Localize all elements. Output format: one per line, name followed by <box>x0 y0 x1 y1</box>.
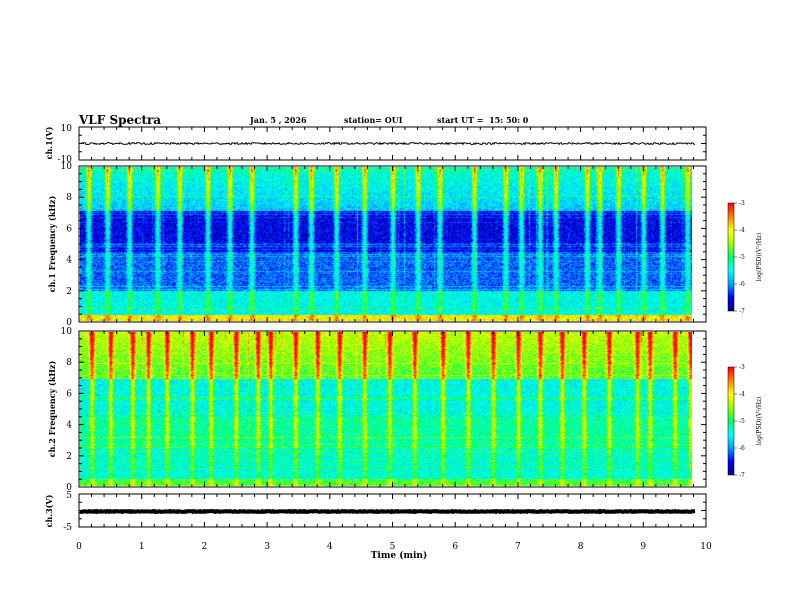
ch1-spectrogram <box>80 167 692 321</box>
colorbar-tick-label: -6 <box>739 281 745 288</box>
ch1-waveform-trace <box>79 141 696 146</box>
colorbar-tick-label: -5 <box>739 254 745 261</box>
colorbar-tick-label: -4 <box>739 227 745 234</box>
freq-tick-label: 6 <box>66 224 72 234</box>
freq-tick-label: 0 <box>66 318 72 328</box>
ch1-ytick-top: 10 <box>61 124 73 134</box>
time-tick-label: 8 <box>578 542 584 552</box>
start-ut: start UT = 15: 50: 0 <box>437 115 529 125</box>
observation-date: Jan. 5 , 2026 <box>250 115 307 125</box>
time-tick-label: 7 <box>515 542 521 552</box>
ch3-ytick-bottom: -5 <box>63 523 72 533</box>
ch3-waveform-trace <box>79 508 696 515</box>
ch3-waveform-ylabel: ch.3(V) <box>44 494 54 527</box>
time-tick-labels: 0 1 2 3 4 5 6 7 8 9 10 <box>76 542 712 552</box>
ch1-freq-ylabel: ch.1 Frequency (kHz) <box>47 196 57 293</box>
colorbar-tick-label: -3 <box>739 364 745 371</box>
colorbar-tick-label: -7 <box>739 472 745 479</box>
freq-tick-label: 2 <box>66 287 72 297</box>
freq-tick-label: 2 <box>66 452 72 462</box>
figure-title: VLF Spectra <box>79 113 162 127</box>
ch1-freq-tick-labels: 0 2 4 6 8 10 <box>61 162 73 328</box>
station-name: station= OUI <box>344 115 403 125</box>
time-tick-label: 5 <box>390 542 396 552</box>
axis-ticks <box>78 126 707 528</box>
time-tick-label: 6 <box>452 542 458 552</box>
freq-tick-label: 0 <box>66 483 72 493</box>
ch1-colorbar: -3 -4 -5 -6 -7 log(PSD)(V²/Hz) <box>727 200 763 315</box>
time-tick-label: 2 <box>202 542 208 552</box>
ch1-colorbar-label: log(PSD)(V²/Hz) <box>756 233 763 282</box>
ch2-colorbar-label: log(PSD)(V²/Hz) <box>756 397 763 446</box>
ch2-colorbar: -3 -4 -5 -6 -7 log(PSD)(V²/Hz) <box>727 364 763 479</box>
freq-tick-label: 8 <box>66 193 72 203</box>
colorbar-tick-label: -5 <box>739 418 745 425</box>
ch1-waveform-ylabel: ch.1(V) <box>44 126 54 159</box>
freq-tick-label: 6 <box>66 389 72 399</box>
freq-tick-label: 8 <box>66 358 72 368</box>
colorbar-tick-label: -3 <box>739 200 745 207</box>
colorbar-tick-label: -4 <box>739 391 745 398</box>
freq-tick-label: 10 <box>61 162 73 172</box>
time-tick-label: 4 <box>327 542 333 552</box>
colorbar-tick-label: -6 <box>739 445 745 452</box>
time-tick-label: 1 <box>139 542 145 552</box>
ch3-ytick-top: 5 <box>66 491 72 501</box>
ch2-spectrogram <box>80 332 692 486</box>
time-tick-label: 3 <box>264 542 270 552</box>
time-tick-label: 10 <box>700 542 712 552</box>
freq-tick-label: 10 <box>61 327 73 337</box>
ch1-ytick-bottom: -10 <box>58 155 73 165</box>
time-tick-label: 9 <box>640 542 646 552</box>
ch2-freq-ylabel: ch.2 Frequency (kHz) <box>47 361 57 458</box>
x-axis-label: Time (min) <box>371 550 428 561</box>
freq-tick-label: 4 <box>66 421 72 431</box>
freq-tick-label: 4 <box>66 256 72 266</box>
ch2-freq-tick-labels: 0 2 4 6 8 10 <box>61 327 73 493</box>
colorbar-tick-label: -7 <box>739 308 745 315</box>
time-tick-label: 0 <box>76 542 82 552</box>
